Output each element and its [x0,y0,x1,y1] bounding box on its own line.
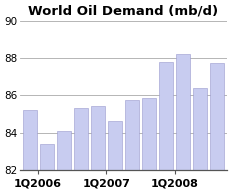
Title: World Oil Demand (mb/d): World Oil Demand (mb/d) [28,4,219,17]
Bar [125,100,139,193]
Bar [159,62,173,193]
Bar [74,108,88,193]
Bar [142,98,156,193]
Bar [57,131,71,193]
Bar [176,54,190,193]
Bar [210,63,225,193]
Bar [193,88,207,193]
Bar [91,106,105,193]
Bar [108,121,122,193]
Bar [23,110,36,193]
Bar [40,144,54,193]
